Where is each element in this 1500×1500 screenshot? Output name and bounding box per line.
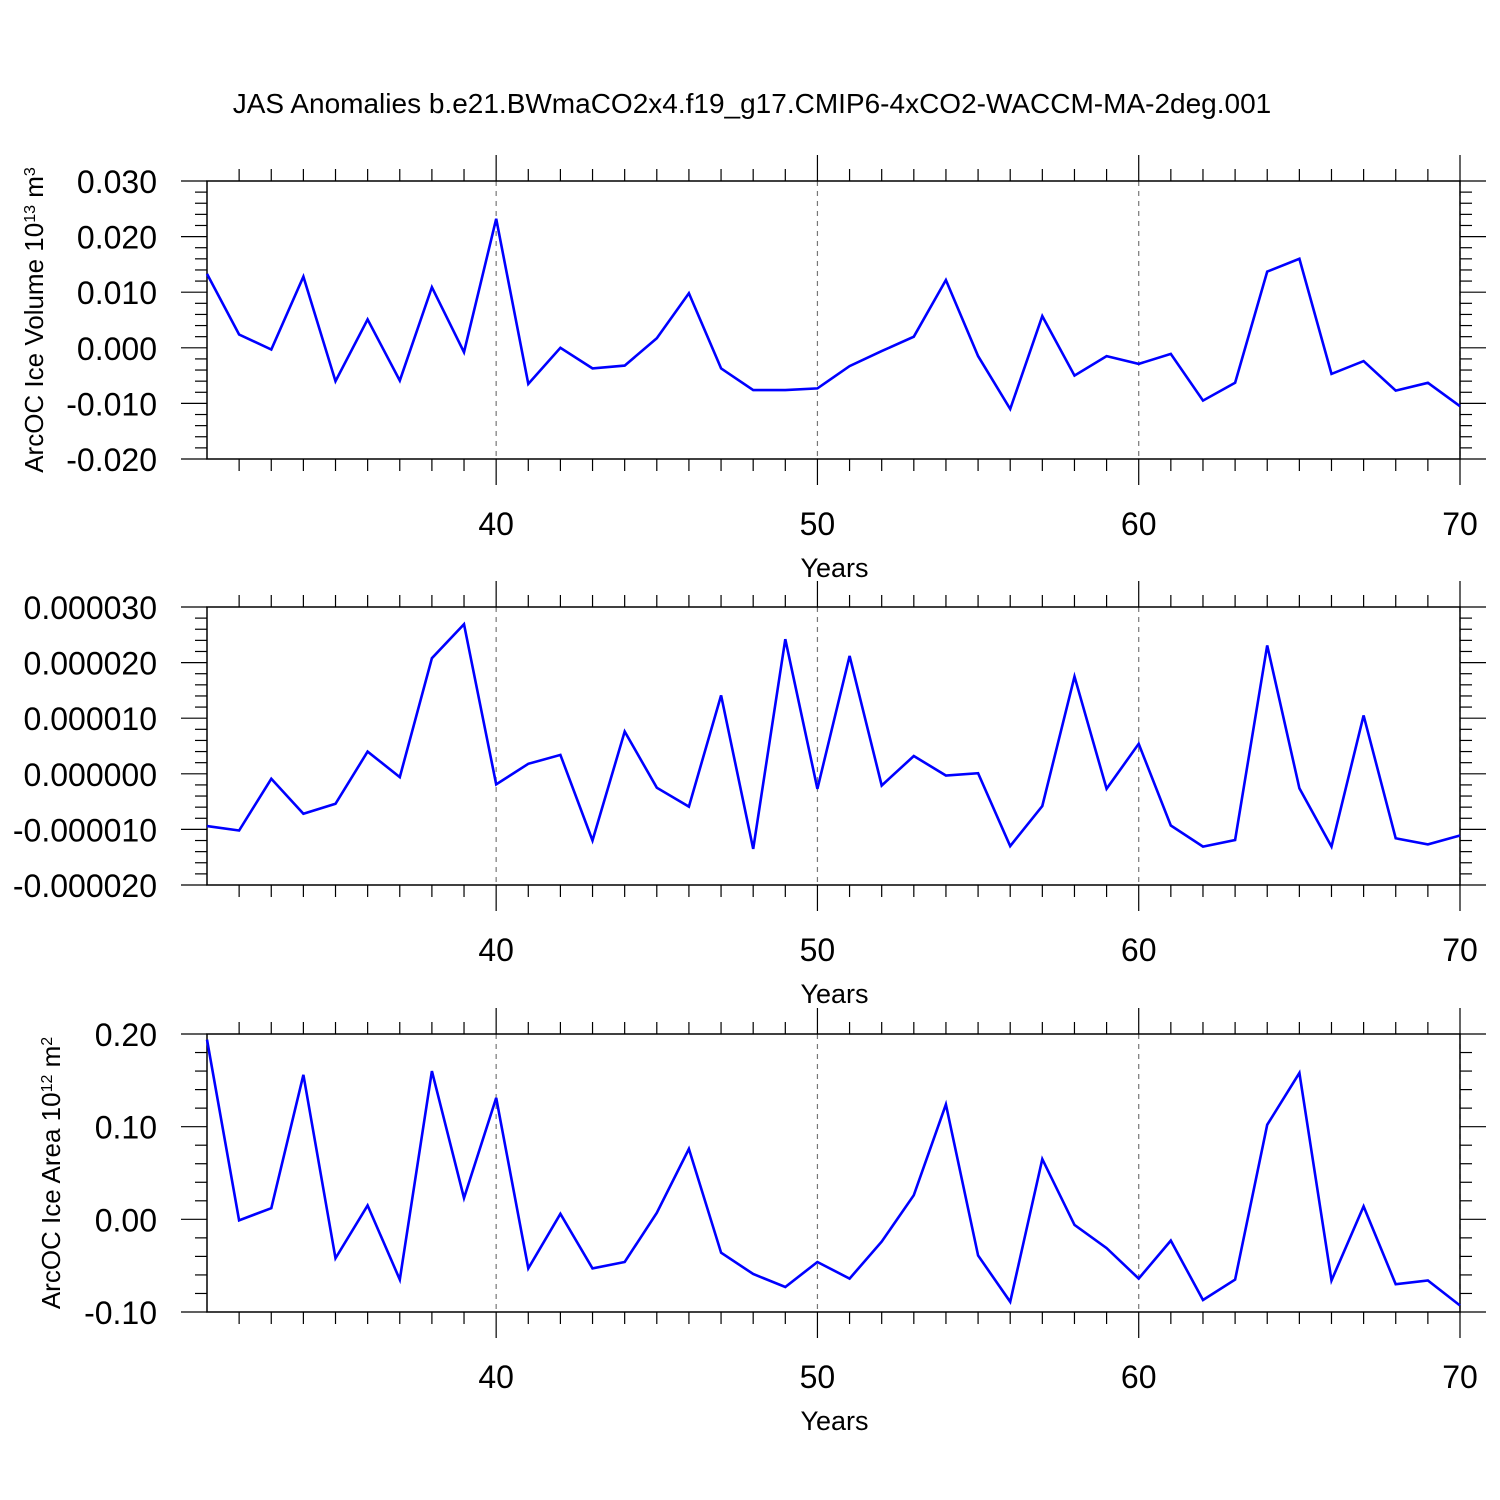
y-tick-label: 0.000 <box>77 331 157 367</box>
x-tick-label: 50 <box>800 1359 836 1395</box>
y-tick-label: 0.000030 <box>24 590 157 626</box>
x-axis-label: Years <box>800 553 868 583</box>
x-tick-label: 70 <box>1442 506 1478 542</box>
panel-3: 40 50 60 70 Years -0.10 0.00 0.10 0.20 ArcOC Ice … <box>36 1008 1486 1436</box>
y-tick-label: -0.010 <box>66 386 157 422</box>
chart-title: JAS Anomalies b.e21.BWmaCO2x4.f19_g17.CM… <box>233 88 1272 119</box>
y-tick-label: -0.000020 <box>13 868 157 904</box>
series-line <box>206 621 1461 851</box>
x-tick-label: 40 <box>478 1359 514 1395</box>
panel-2: 40 50 60 70 Years -0.000020 -0.000010 0.000000 0… <box>13 581 1486 1009</box>
x-tick-label: 70 <box>1442 932 1478 968</box>
y-tick-label: 0.020 <box>77 220 157 256</box>
plot-frame <box>206 180 1461 460</box>
y-tick-label: 0.10 <box>95 1110 157 1146</box>
series-line <box>205 1039 1461 1307</box>
y-tick-label: 0.030 <box>77 164 157 200</box>
x-tick-label: 40 <box>478 506 514 542</box>
x-tick-label: 60 <box>1121 932 1157 968</box>
plot-frame <box>206 606 1461 886</box>
x-tick-label: 50 <box>800 506 836 542</box>
x-axis-label: Years <box>800 1406 868 1436</box>
x-tick-label: 60 <box>1121 1359 1157 1395</box>
x-axis-label: Years <box>800 979 868 1009</box>
y-axis-label: ArcOC Ice Volume 1013 m3 <box>19 167 49 473</box>
y-tick-label: -0.020 <box>66 442 157 478</box>
y-tick-label: 0.000020 <box>24 646 157 682</box>
series-line <box>205 218 1461 413</box>
y-tick-label: -0.10 <box>84 1295 157 1331</box>
y-axis-label: ArcOC Ice Area 1012 m2 <box>36 1037 66 1309</box>
y-tick-label: 0.20 <box>95 1017 157 1053</box>
y-tick-label: 0.00 <box>95 1202 157 1238</box>
plot-frame <box>206 1033 1461 1313</box>
x-tick-label: 70 <box>1442 1359 1478 1395</box>
x-tick-label: 40 <box>478 932 514 968</box>
y-tick-label: 0.000000 <box>24 757 157 793</box>
x-tick-label: 50 <box>800 932 836 968</box>
y-tick-label: 0.000010 <box>24 701 157 737</box>
y-tick-label: -0.000010 <box>13 812 157 848</box>
x-tick-label: 60 <box>1121 506 1157 542</box>
y-tick-label: 0.010 <box>77 275 157 311</box>
panel-1: 40 50 60 70 Years -0.020 -0.010 0.000 0.010 0.020… <box>19 155 1486 583</box>
